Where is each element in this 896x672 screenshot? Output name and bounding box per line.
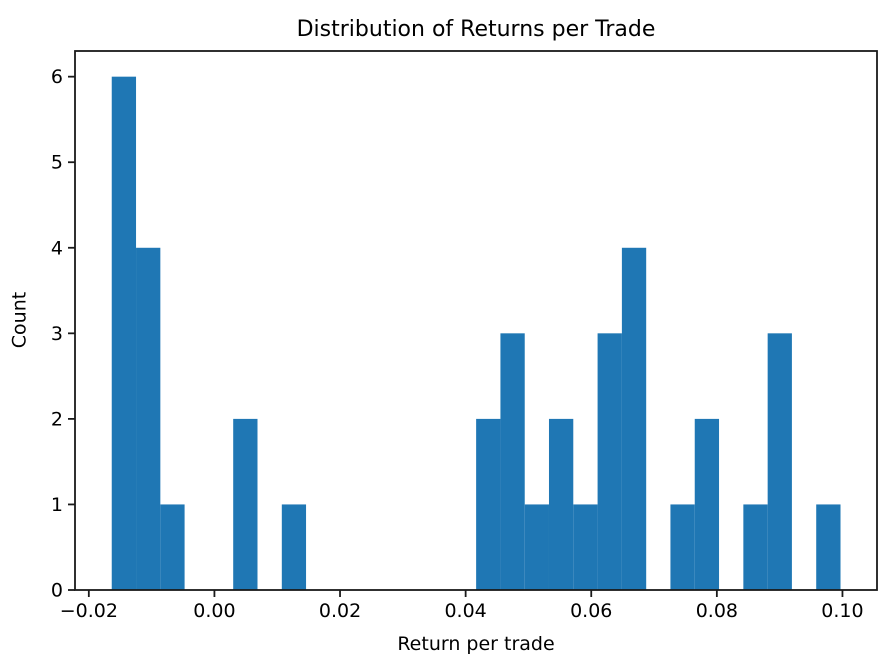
histogram-bar [136, 247, 161, 590]
y-tick-label: 2 [51, 408, 63, 430]
histogram-bar [816, 504, 841, 590]
histogram-bar [500, 333, 525, 590]
y-tick-label: 1 [51, 494, 63, 516]
y-tick-label: 5 [51, 152, 63, 174]
x-tick-label: −0.02 [60, 600, 118, 622]
x-tick-label: 0.04 [444, 600, 486, 622]
histogram-bar [476, 418, 501, 590]
histogram-bar [160, 504, 185, 590]
y-tick-label: 0 [51, 580, 63, 602]
x-tick-label: 0.00 [193, 600, 235, 622]
x-tick-label: 0.08 [696, 600, 738, 622]
y-tick-label: 3 [51, 323, 63, 345]
histogram-bar [524, 504, 549, 590]
histogram-bar [597, 333, 622, 590]
histogram-bar [573, 504, 598, 590]
histogram-bar [548, 418, 574, 590]
histogram-bar [743, 504, 768, 590]
histogram-bar [233, 418, 258, 590]
y-tick-label: 4 [51, 237, 63, 259]
axes-border [74, 50, 878, 591]
histogram-bar [281, 504, 307, 590]
histogram-bar [111, 76, 137, 591]
histogram-bar [694, 418, 720, 590]
histogram-bar [767, 333, 792, 590]
x-tick-label: 0.02 [319, 600, 361, 622]
histogram-bar [621, 247, 647, 590]
x-axis-label: Return per trade [397, 633, 555, 655]
chart-title: Distribution of Returns per Trade [296, 17, 656, 42]
histogram-bar [670, 504, 695, 590]
x-tick-label: 0.06 [570, 600, 612, 622]
y-tick-label: 6 [51, 66, 63, 88]
x-tick-label: 0.10 [821, 600, 863, 622]
